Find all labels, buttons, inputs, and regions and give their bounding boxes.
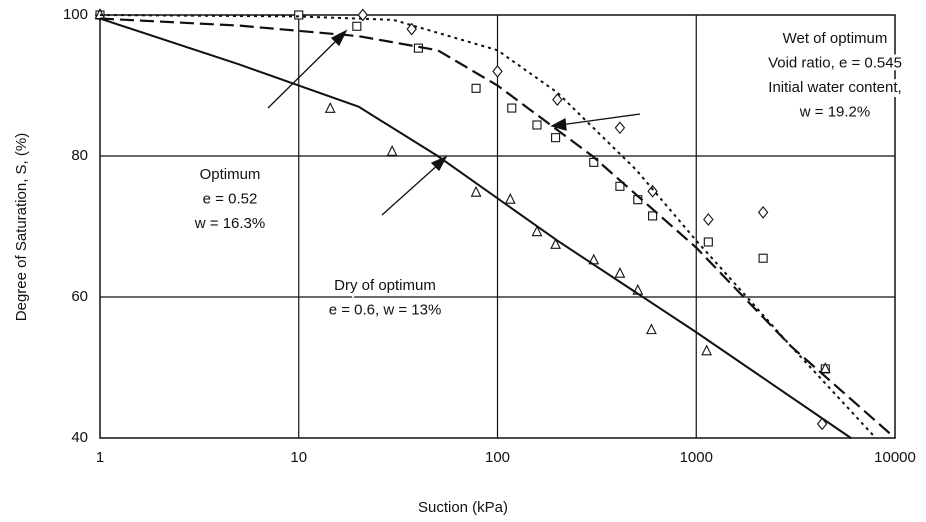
y-tick-label: 80 xyxy=(71,147,88,164)
point xyxy=(507,103,517,113)
annotation: Optimum xyxy=(200,166,261,183)
point xyxy=(703,213,714,226)
point xyxy=(615,181,625,191)
point xyxy=(614,267,626,278)
point xyxy=(550,238,561,249)
annotation: w = 16.3% xyxy=(194,215,265,232)
point xyxy=(504,192,516,204)
point xyxy=(552,93,563,106)
arrow xyxy=(267,36,341,109)
arrow xyxy=(559,113,641,126)
annotation: e = 0.6, w = 13% xyxy=(329,301,442,318)
point xyxy=(816,417,828,431)
point xyxy=(819,362,831,373)
x-axis-title: Suction (kPa) xyxy=(418,499,508,516)
x-tick-label: 1 xyxy=(96,449,104,466)
curve xyxy=(99,17,852,439)
point xyxy=(386,145,398,156)
y-tick-label: 40 xyxy=(71,429,88,446)
point xyxy=(648,211,658,221)
plot-frame xyxy=(99,14,896,439)
curve xyxy=(99,17,896,439)
point xyxy=(94,8,106,20)
arrow-head xyxy=(550,117,567,131)
y-tick-label: 100 xyxy=(63,6,88,23)
point xyxy=(324,102,336,113)
point xyxy=(471,83,481,93)
point xyxy=(758,253,768,263)
x-tick-label: 10000 xyxy=(874,449,916,466)
point xyxy=(701,344,713,356)
annotation: Wet of optimum xyxy=(783,30,888,47)
point xyxy=(470,185,482,197)
annotation: e = 0.52 xyxy=(203,190,258,207)
y-tick-label: 60 xyxy=(71,288,88,305)
annotation: Void ratio, e = 0.545 xyxy=(768,54,902,71)
point xyxy=(532,120,542,130)
point xyxy=(703,237,713,247)
point xyxy=(352,21,362,31)
arrows xyxy=(267,29,641,216)
point xyxy=(647,184,658,198)
x-tick-label: 1000 xyxy=(680,449,713,466)
point xyxy=(757,206,769,219)
point xyxy=(294,10,304,20)
point xyxy=(531,225,543,237)
arrow xyxy=(381,162,441,216)
point xyxy=(406,22,417,36)
y-axis-title: Degree of Saturation, S, (%) xyxy=(13,133,30,321)
point xyxy=(492,65,503,78)
annotation: w = 19.2% xyxy=(799,103,870,120)
point xyxy=(614,121,626,135)
annotation: Initial water content, xyxy=(768,79,901,96)
x-tick-label: 100 xyxy=(485,449,510,466)
point xyxy=(646,323,657,335)
annotation: Dry of optimum xyxy=(334,277,436,294)
point xyxy=(551,133,561,143)
x-tick-label: 10 xyxy=(290,449,307,466)
